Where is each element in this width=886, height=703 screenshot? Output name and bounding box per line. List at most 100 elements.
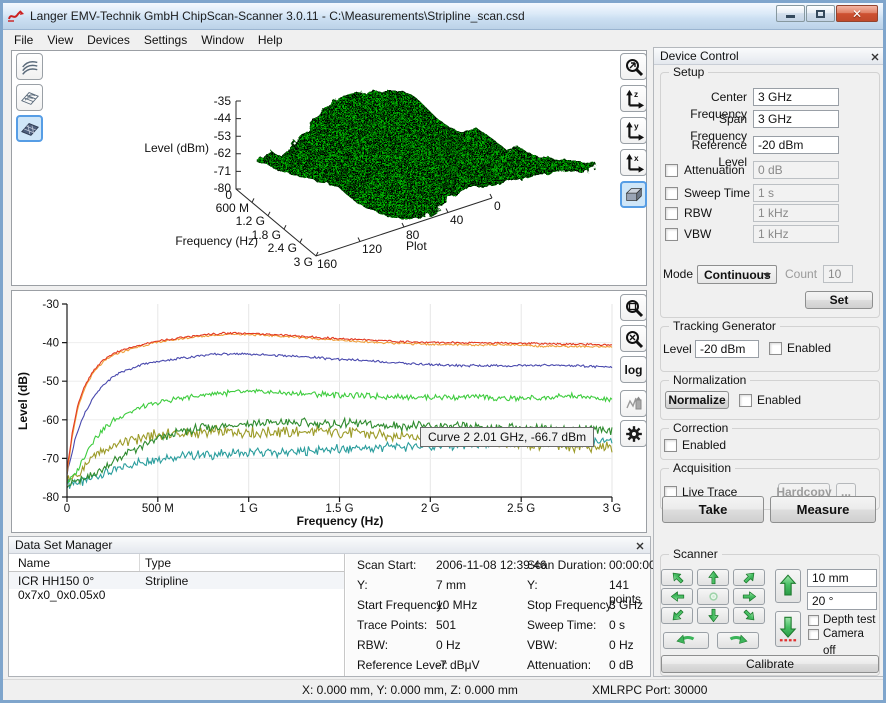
count-label: Count — [785, 266, 817, 283]
set-button-label: Set — [830, 293, 849, 307]
z-down-button[interactable] — [775, 611, 801, 647]
device-control-close-button[interactable] — [869, 51, 880, 62]
measure-button[interactable]: Measure — [770, 496, 876, 523]
normalize-button[interactable]: Normalize — [665, 391, 729, 409]
zoom-in-button[interactable] — [620, 294, 647, 321]
table-row[interactable]: ICR HH150 0° 0x7x0_0x0.05x0 Stripline — [9, 572, 344, 589]
center-frequency-field[interactable] — [753, 88, 839, 106]
info-row: Y:7 mm Y:141 points — [346, 578, 650, 594]
move-up-button[interactable] — [697, 569, 729, 586]
setup-group: Setup Center Frequency Span Frequency Re… — [660, 72, 880, 318]
plot-settings-button[interactable] — [620, 420, 647, 447]
plot2d-x-label: Frequency (Hz) — [297, 514, 384, 528]
menu-window[interactable]: Window — [194, 31, 251, 49]
tracking-generator-legend: Tracking Generator — [669, 319, 780, 333]
info-label: Y: — [357, 578, 368, 592]
device-control-title: Device Control — [660, 49, 739, 63]
calibrate-button[interactable]: Calibrate — [661, 655, 879, 673]
device-control-panel: Device Control Setup Center Frequency Sp… — [653, 47, 886, 677]
log-scale-button[interactable]: log — [620, 356, 647, 383]
normalization-enabled-checkbox[interactable] — [739, 394, 752, 407]
mode-dropdown[interactable]: Continuous — [697, 265, 777, 284]
dataset-name: ICR HH150 0° 0x7x0_0x0.05x0 — [9, 572, 140, 589]
tg-enabled-checkbox[interactable] — [769, 342, 782, 355]
column-name[interactable]: Name — [9, 554, 140, 571]
caption-buttons: ✕ — [776, 5, 878, 22]
mode-label: Mode — [663, 266, 693, 283]
arrow-right-icon — [742, 589, 757, 604]
camera-off-checkbox[interactable] — [808, 629, 819, 640]
chevron-down-icon — [763, 273, 771, 278]
column-type[interactable]: Type — [140, 554, 171, 571]
zoom-reset-3d-button[interactable] — [620, 53, 647, 80]
attenuation-checkbox[interactable] — [665, 164, 678, 177]
plot3d-panel[interactable]: -35 -44 -53 -62 -71 -80 Level (dBm) 0 60… — [11, 50, 647, 286]
marker-button[interactable] — [620, 390, 647, 417]
close-x-icon — [636, 542, 644, 550]
sweep-time-field[interactable] — [753, 184, 839, 202]
scanner-legend: Scanner — [669, 547, 722, 561]
menu-file[interactable]: File — [7, 31, 40, 49]
close-button[interactable]: ✕ — [836, 5, 878, 22]
rotate-ccw-button[interactable] — [663, 632, 709, 649]
attenuation-field[interactable] — [753, 161, 839, 179]
info-value: -7 dBμV — [436, 658, 480, 672]
zoom-out-icon — [624, 329, 644, 349]
move-up-left-button[interactable] — [661, 569, 693, 586]
svg-text:0: 0 — [64, 503, 70, 515]
move-left-button[interactable] — [661, 588, 693, 605]
minimize-button[interactable] — [776, 5, 805, 22]
menu-help[interactable]: Help — [251, 31, 290, 49]
move-down-right-button[interactable] — [733, 607, 765, 624]
reference-level-field[interactable] — [753, 136, 839, 154]
correction-enabled-checkbox[interactable] — [664, 439, 677, 452]
dsm-title-bar[interactable]: Data Set Manager — [9, 537, 650, 554]
correction-legend: Correction — [669, 421, 732, 435]
rotation-angle-field[interactable] — [807, 592, 877, 610]
rbw-field[interactable] — [753, 204, 839, 222]
rbw-checkbox[interactable] — [665, 207, 678, 220]
dsm-close-button[interactable] — [634, 540, 645, 551]
zoom-out-button[interactable] — [620, 325, 647, 352]
info-value: 3 GHz — [609, 598, 643, 612]
move-down-button[interactable] — [697, 607, 729, 624]
vbw-field[interactable] — [753, 225, 839, 243]
perspective-view-button[interactable] — [620, 181, 647, 208]
title-bar[interactable]: Langer EMV-Technik GmbH ChipScan-Scanner… — [3, 3, 883, 30]
sweep-time-checkbox[interactable] — [665, 187, 678, 200]
take-button[interactable]: Take — [662, 496, 764, 523]
menu-settings[interactable]: Settings — [137, 31, 194, 49]
plot2d-chart[interactable]: -30 -40 -50 -60 -70 -80 0 500 M 1 G 1.5 … — [12, 291, 646, 532]
set-button[interactable]: Set — [805, 291, 873, 309]
step-size-field[interactable] — [807, 569, 877, 587]
close-icon: ✕ — [852, 8, 862, 20]
plot2d-panel[interactable]: -30 -40 -50 -60 -70 -80 0 500 M 1 G 1.5 … — [11, 290, 647, 533]
move-down-left-button[interactable] — [661, 607, 693, 624]
move-home-button[interactable] — [697, 588, 729, 605]
info-value: 0 Hz — [436, 638, 461, 652]
dataset-table[interactable]: Name Type ICR HH150 0° 0x7x0_0x0.05x0 St… — [9, 554, 345, 676]
span-frequency-field[interactable] — [753, 110, 839, 128]
plot3d-chart[interactable]: -35 -44 -53 -62 -71 -80 Level (dBm) 0 60… — [12, 51, 646, 285]
tg-level-field[interactable] — [695, 340, 759, 358]
depth-test-checkbox[interactable] — [808, 615, 819, 626]
axis-y-button[interactable]: y — [620, 117, 647, 144]
svg-text:z: z — [634, 90, 638, 99]
z-up-button[interactable] — [775, 569, 801, 603]
vbw-checkbox[interactable] — [665, 228, 678, 241]
move-up-right-button[interactable] — [733, 569, 765, 586]
maximize-button[interactable] — [806, 5, 835, 22]
axis-x-button[interactable]: x — [620, 149, 647, 176]
device-control-title-bar[interactable]: Device Control — [654, 48, 885, 65]
menu-devices[interactable]: Devices — [80, 31, 137, 49]
info-value: 7 mm — [436, 578, 466, 592]
axis-z-button[interactable]: z — [620, 85, 647, 112]
surface-view-button[interactable] — [16, 115, 43, 142]
count-field[interactable] — [823, 265, 853, 283]
wireframe-view-button[interactable] — [16, 53, 43, 80]
rotate-cw-button[interactable] — [717, 632, 759, 649]
move-right-button[interactable] — [733, 588, 765, 605]
mesh-view-button[interactable] — [16, 84, 43, 111]
status-position: X: 0.000 mm, Y: 0.000 mm, Z: 0.000 mm — [302, 683, 518, 697]
menu-view[interactable]: View — [40, 31, 80, 49]
